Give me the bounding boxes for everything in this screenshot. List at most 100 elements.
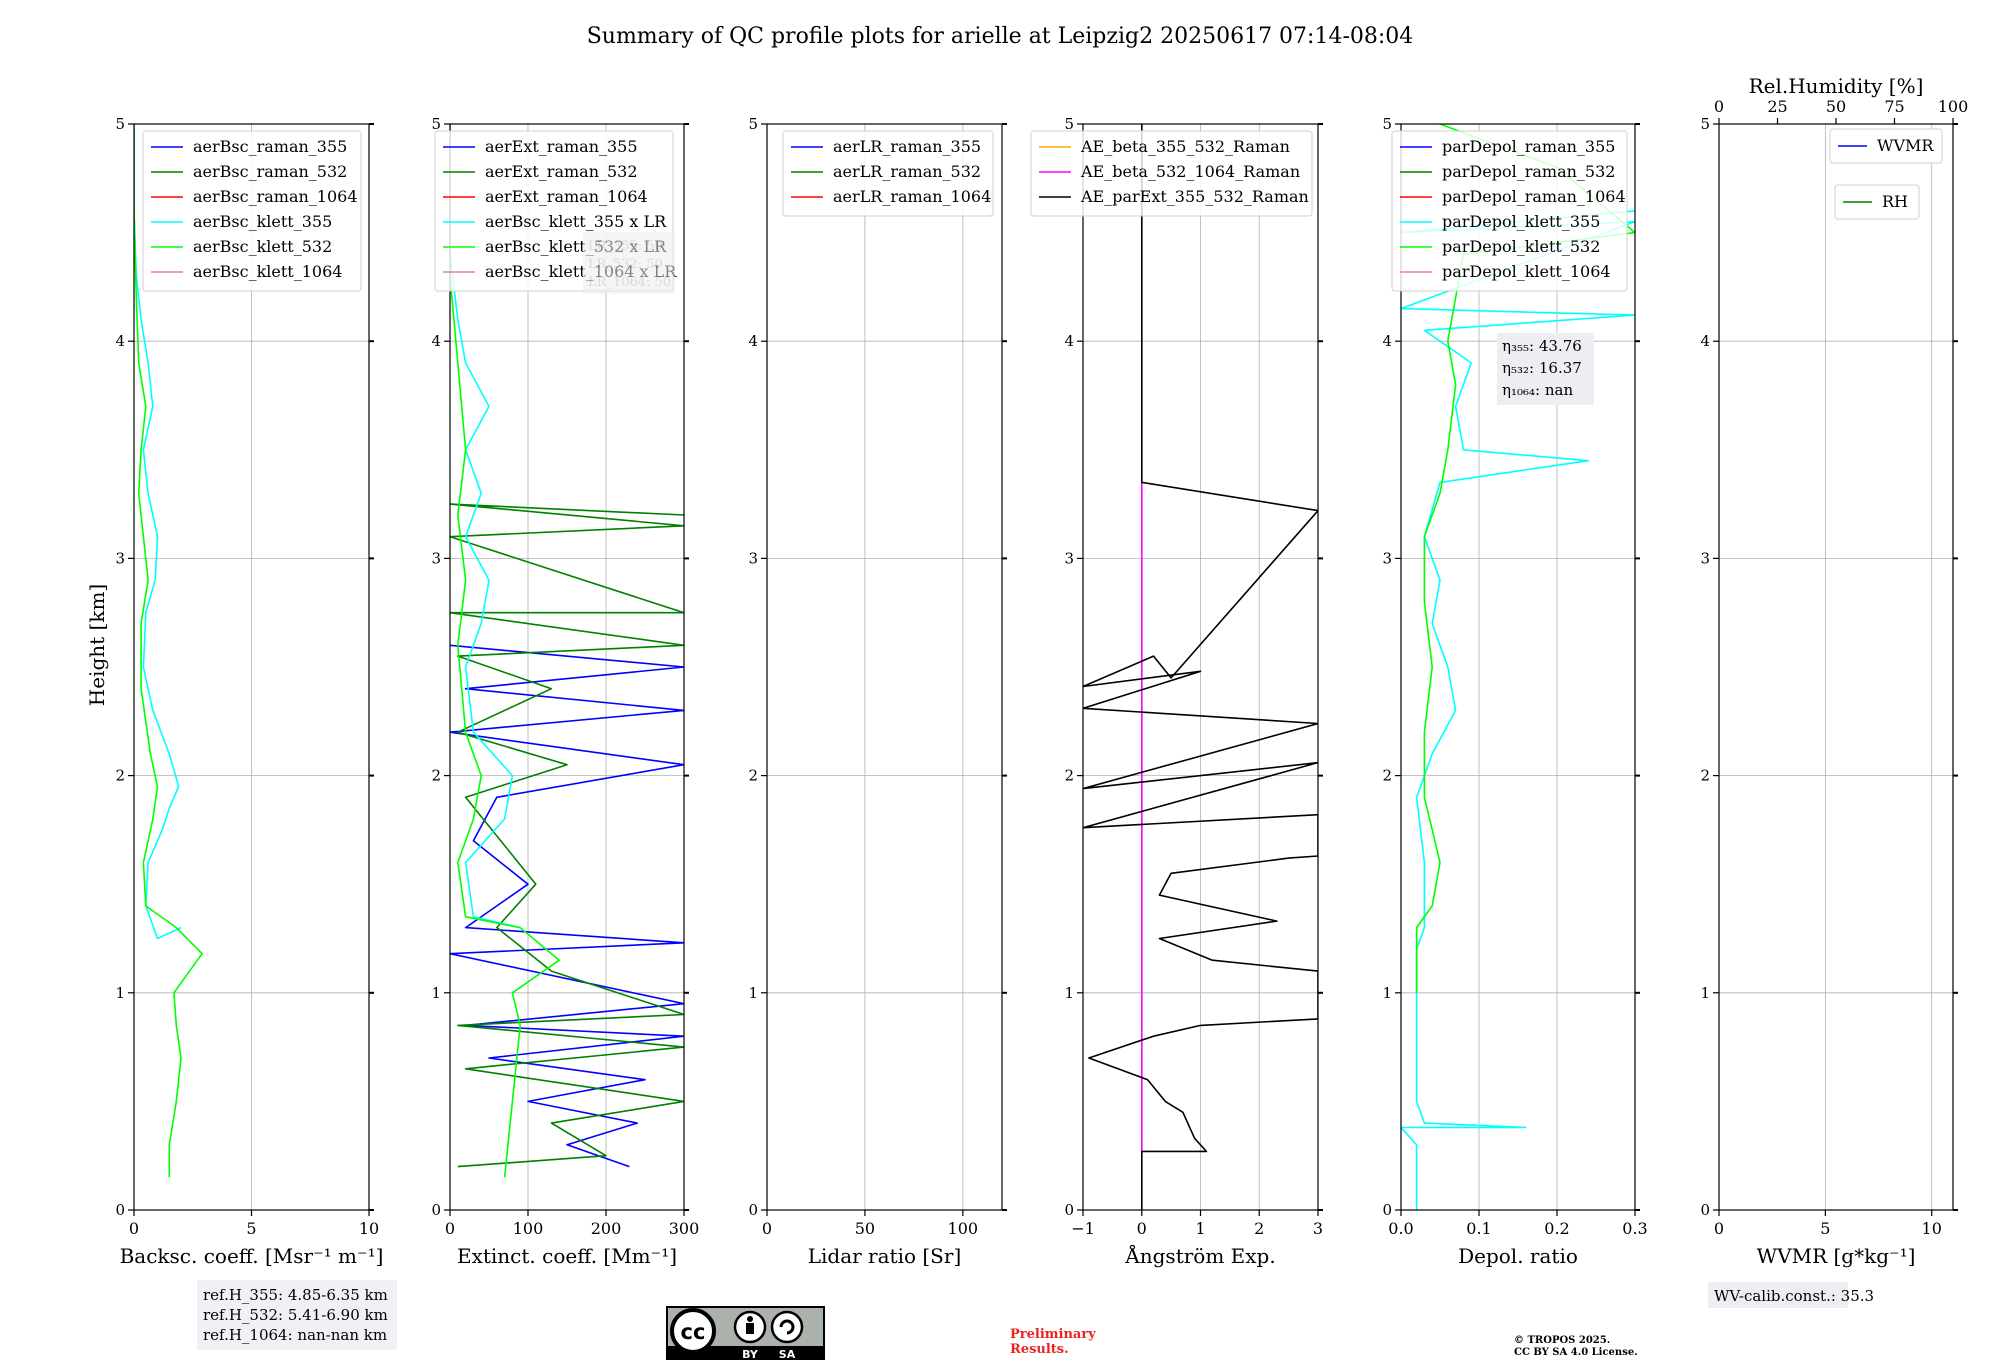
y-tick-label: 3: [431, 549, 441, 567]
panel-5-frame: [1400, 123, 1636, 1211]
y-tick-label: 4: [1382, 332, 1392, 350]
series-line-aerext-raman-532: [450, 503, 684, 1168]
series-line-aerbsc-klett-532: [134, 124, 203, 1178]
panel-4-legend: AE_beta_355_532_Raman AE_beta_532_1064_Ra…: [1030, 130, 1313, 217]
y-tick-label: 5: [431, 115, 441, 133]
x-axis-label: WVMR [g*kg⁻¹]: [1757, 1244, 1916, 1268]
x-tick-label: 0.1: [1466, 1219, 1491, 1238]
y-tick-label: 1: [1064, 984, 1074, 1002]
legend-label: parDepol_raman_532: [1442, 162, 1615, 181]
x-tick-label: 0.2: [1544, 1219, 1569, 1238]
x-tick-label: 1: [1195, 1219, 1205, 1238]
preliminary-line2: Results.: [1010, 1342, 1069, 1357]
series-line-aerbsc-klett-532-x-lr: [450, 124, 561, 1178]
legend-label: WVMR: [1877, 136, 1934, 155]
y-tick-label: 2: [115, 767, 125, 785]
y-tick-label: 2: [748, 767, 758, 785]
legend-label: aerBsc_raman_532: [193, 162, 347, 181]
panel-1: 0 1 2 3 4 5 0 5 10 Backsc. coeff. [Msr⁻¹ m⁻¹] aerB…: [115, 115, 383, 1268]
legend-label: aerBsc_raman_1064: [193, 187, 358, 206]
y-axis-label: Height [km]: [85, 584, 109, 706]
series-line-aerext-raman-355: [450, 644, 684, 1168]
y-tick-label: 4: [1064, 332, 1074, 350]
y-tick-label: 2: [1064, 767, 1074, 785]
legend-label: aerLR_raman_1064: [833, 187, 991, 206]
legend-label: AE_parExt_355_532_Raman: [1080, 187, 1309, 206]
x-tick-label: 0: [762, 1219, 772, 1238]
ref-height-355: ref.H_355: 4.85-6.35 km: [203, 1286, 388, 1304]
legend-label: parDepol_klett_355: [1442, 212, 1600, 231]
eta-532: η₅₃₂: 16.37: [1502, 359, 1582, 377]
ref-height-532: ref.H_532: 5.41-6.90 km: [203, 1306, 388, 1324]
y-tick-label: 5: [115, 115, 125, 133]
panel-2-frame: [449, 123, 685, 1211]
y-tick-label: 3: [1700, 549, 1710, 567]
legend-label: RH: [1882, 192, 1908, 211]
eta-1064: η₁₀₆₄: nan: [1502, 381, 1573, 399]
ref-height-box: ref.H_355: 4.85-6.35 km ref.H_532: 5.41-…: [197, 1280, 397, 1350]
lidar-ratio-box: LR_355: 50 LR_532: 50 LR_1064: 50: [583, 232, 675, 294]
legend-label: parDepol_klett_1064: [1442, 262, 1611, 281]
y-tick-label: 2: [1700, 767, 1710, 785]
x2-tick-label: 0: [1714, 97, 1724, 116]
legend-label: aerExt_raman_532: [485, 162, 638, 181]
x-tick-label: 0: [1714, 1219, 1724, 1238]
y-tick-label: 0: [748, 1201, 758, 1219]
x-tick-label: 200: [591, 1219, 622, 1238]
eta-355: η₃₅₅: 43.76: [1502, 337, 1582, 355]
lr-355: LR_355: 50: [588, 239, 663, 254]
legend-label: aerLR_raman_355: [833, 137, 981, 156]
y-tick-label: 0: [1382, 1201, 1392, 1219]
wv-calib-box: WV-calib.const.: 35.3: [1708, 1282, 1874, 1308]
x-axis-label: Depol. ratio: [1458, 1244, 1578, 1268]
panel-1-legend: aerBsc_raman_355 aerBsc_raman_532 aerBsc_r…: [142, 130, 362, 292]
panel-1-lines: [134, 124, 203, 1178]
legend-rh: RH: [1834, 184, 1920, 220]
lr-1064: LR_1064: 50: [588, 275, 671, 290]
copyright-note: © TROPOS 2025. CC BY SA 4.0 License.: [1514, 1335, 1638, 1358]
ref-height-1064: ref.H_1064: nan-nan km: [203, 1326, 387, 1344]
y-tick-label: 5: [1064, 115, 1074, 133]
y-tick-label: 4: [748, 332, 758, 350]
y-tick-label: 3: [748, 549, 758, 567]
eta-box: η₃₅₅: 43.76 η₅₃₂: 16.37 η₁₀₆₄: nan: [1497, 333, 1594, 405]
x2-tick-label: 100: [1938, 97, 1969, 116]
by-label: BY: [742, 1348, 759, 1360]
panel-3-frame: [766, 123, 1003, 1211]
x-axis-label: Ångström Exp.: [1124, 1243, 1275, 1268]
x-tick-label: 0: [1137, 1219, 1147, 1238]
panel-4-lines: [1083, 124, 1318, 1210]
wv-calib-text: WV-calib.const.: 35.3: [1714, 1287, 1874, 1305]
y-tick-label: 5: [748, 115, 758, 133]
sa-label: SA: [779, 1348, 796, 1360]
legend-label: AE_beta_355_532_Raman: [1080, 137, 1290, 156]
x-tick-label: 5: [246, 1219, 256, 1238]
y-tick-label: 3: [115, 549, 125, 567]
panel-5: 0 1 2 3 4 5 0.0 0.1 0.2 0.3 Depol. ratio parDepol_r…: [1382, 115, 1647, 1268]
legend-label: aerBsc_raman_355: [193, 137, 347, 156]
cc-by-sa-logo: cc BY SA: [666, 1306, 825, 1360]
x-tick-label: 100: [513, 1219, 544, 1238]
y-tick-label: 0: [1700, 1201, 1710, 1219]
y-tick-label: 1: [1700, 984, 1710, 1002]
x-tick-label: 0: [129, 1219, 139, 1238]
x-tick-label: 3: [1313, 1219, 1323, 1238]
x2-tick-label: 75: [1884, 97, 1904, 116]
legend-label: parDepol_klett_532: [1442, 237, 1600, 256]
x-tick-label: 10: [359, 1219, 379, 1238]
x-tick-label: 50: [855, 1219, 875, 1238]
y-tick-label: 4: [115, 332, 125, 350]
x-tick-label: 100: [948, 1219, 979, 1238]
x2-tick-label: 50: [1826, 97, 1846, 116]
y-tick-label: 3: [1064, 549, 1074, 567]
x2-axis-label: Rel.Humidity [%]: [1749, 74, 1924, 98]
y-tick-label: 1: [1382, 984, 1392, 1002]
panel-5-legend: parDepol_raman_355 parDepol_raman_532 parD…: [1391, 130, 1628, 292]
legend-label: aerBsc_klett_1064: [193, 262, 342, 281]
x-tick-label: 300: [669, 1219, 700, 1238]
x-axis-label: Extinct. coeff. [Mm⁻¹]: [457, 1244, 677, 1268]
series-line-ae-parext-355-532-raman: [1083, 124, 1318, 1210]
